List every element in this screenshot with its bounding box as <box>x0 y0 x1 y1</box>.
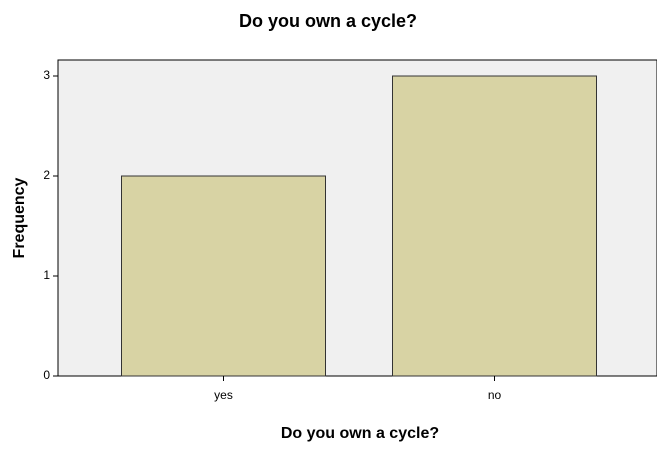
x-axis-title: Do you own a cycle? <box>281 425 439 442</box>
bar <box>392 75 597 377</box>
y-axis-title: Frequency <box>11 177 28 258</box>
bar <box>121 175 326 377</box>
x-tick-label: yes <box>214 388 233 402</box>
y-tick-label: 2 <box>43 168 50 182</box>
x-tick-label: no <box>488 388 502 402</box>
chart-title: Do you own a cycle? <box>239 11 417 31</box>
y-tick-label: 3 <box>43 68 50 82</box>
y-tick-label: 0 <box>43 368 50 382</box>
y-tick-label: 1 <box>43 268 50 282</box>
